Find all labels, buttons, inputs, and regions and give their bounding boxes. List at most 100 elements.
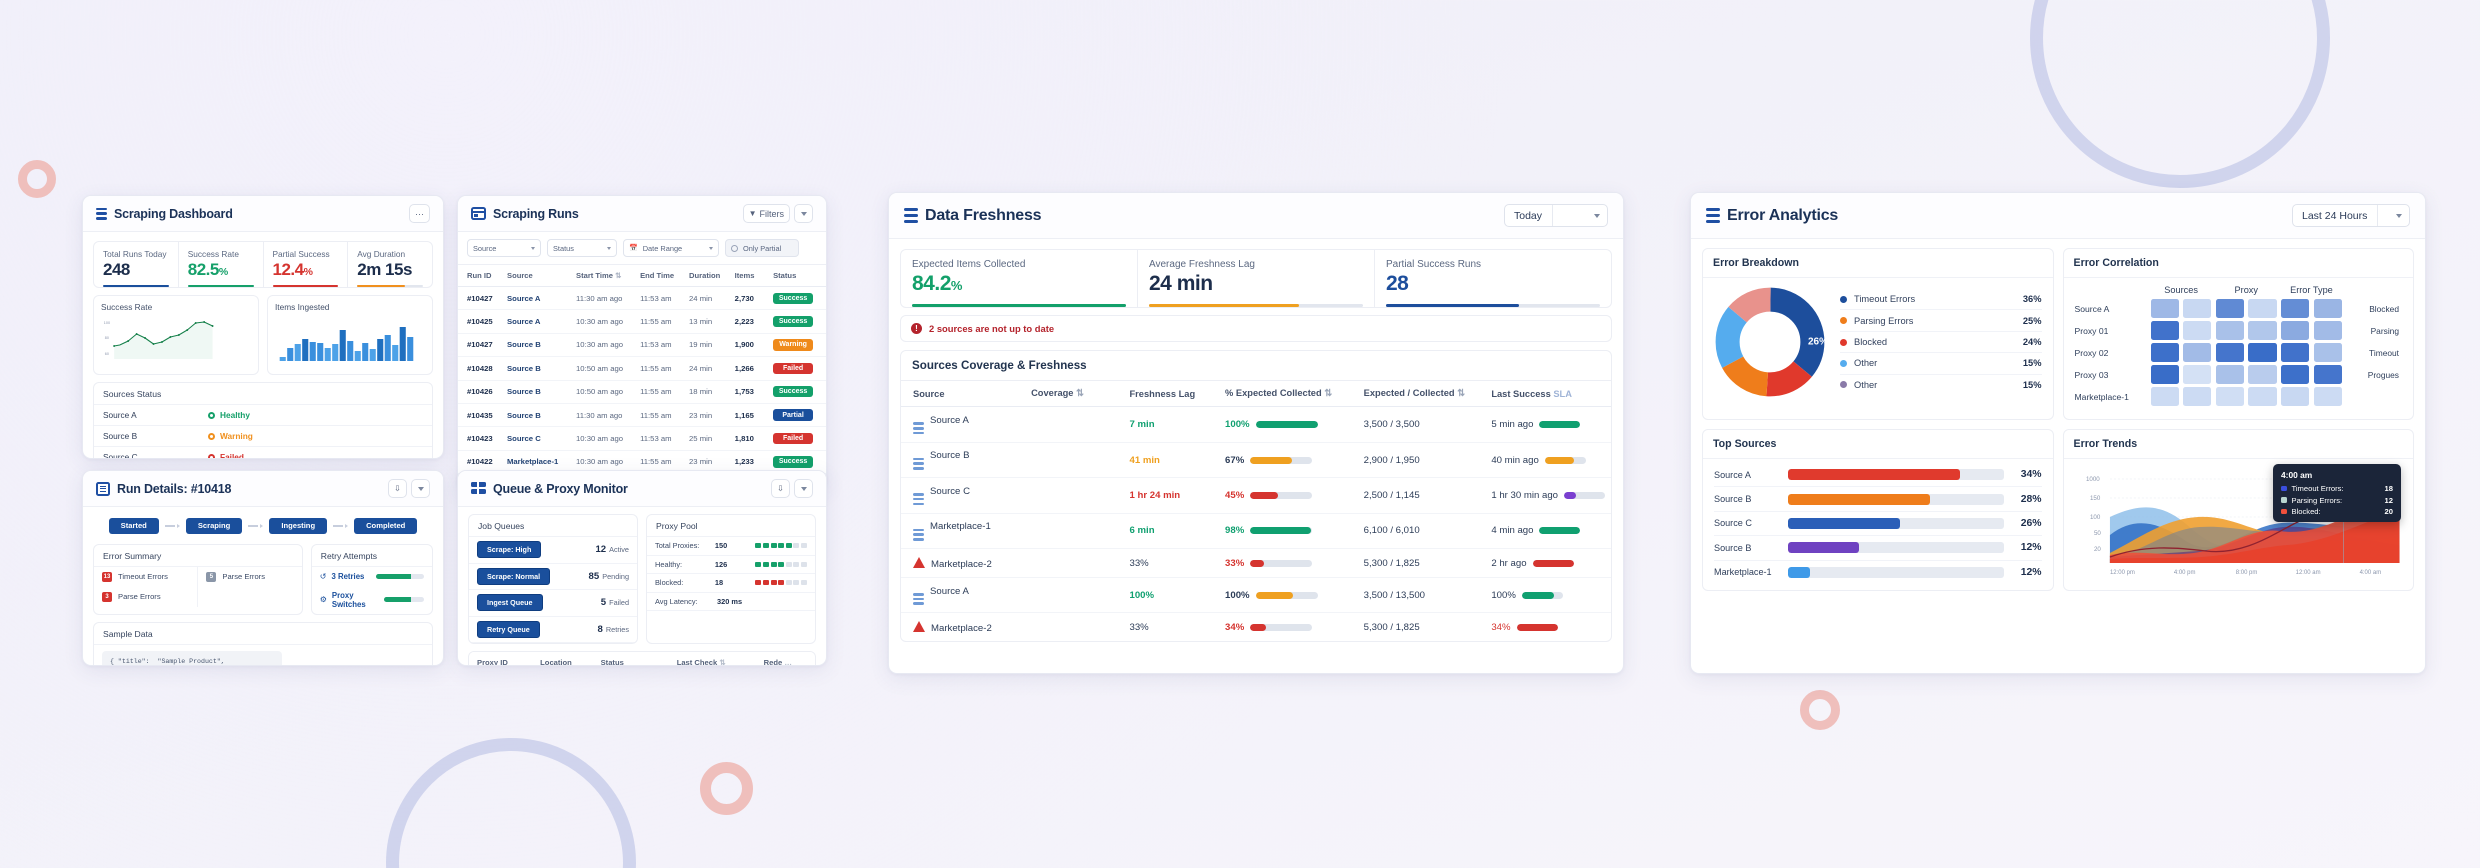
overflow-menu-button[interactable]: ···: [409, 204, 430, 223]
top-source-row[interactable]: Marketplace-1 12%: [1714, 561, 2042, 584]
heatmap-cell[interactable]: [2150, 321, 2179, 340]
heatmap-cell[interactable]: [2281, 321, 2310, 340]
download-button[interactable]: ⇩: [388, 479, 407, 498]
heatmap-cell[interactable]: [2248, 365, 2277, 384]
step-started[interactable]: Started: [108, 518, 159, 534]
col-rede[interactable]: Rede …: [759, 652, 815, 665]
legend-row[interactable]: Other 15%: [1840, 353, 2042, 375]
step-scraping[interactable]: Scraping: [185, 518, 243, 534]
heatmap-cell[interactable]: [2215, 343, 2245, 362]
heatmap-cell[interactable]: [2183, 343, 2212, 362]
col-source[interactable]: Source: [901, 380, 1026, 408]
heatmap-cell[interactable]: [2313, 299, 2342, 318]
heatmap-cell[interactable]: [2215, 321, 2245, 340]
filter-source-select[interactable]: Source: [467, 239, 541, 257]
heatmap-cell[interactable]: [2215, 387, 2245, 406]
heatmap-cell[interactable]: [2183, 299, 2212, 318]
step-ingesting[interactable]: Ingesting: [269, 518, 328, 534]
col-duration[interactable]: Duration: [685, 265, 731, 287]
export-button[interactable]: ⇩: [771, 479, 790, 498]
heatmap-cell[interactable]: [2150, 299, 2179, 318]
table-row[interactable]: #10425 Source A 10:30 am ago 11:55 am 13…: [458, 309, 826, 334]
queue-row[interactable]: Scrape: Normal 85 Pending: [469, 564, 637, 591]
runs-dropdown-button[interactable]: [794, 204, 813, 223]
table-row[interactable]: #10427 Source A 11:30 am ago 11:53 am 24…: [458, 286, 826, 311]
col-pct-expected[interactable]: % Expected Collected ⇅: [1219, 380, 1358, 408]
legend-row[interactable]: Blocked 24%: [1840, 332, 2042, 354]
heatmap-cell[interactable]: [2281, 387, 2310, 406]
legend-row[interactable]: Parsing Errors 25%: [1840, 310, 2042, 332]
heatmap-cell[interactable]: [2281, 299, 2310, 318]
table-row[interactable]: Marketplace-2 33% 33% 5,300 / 1,825 2 hr…: [901, 548, 1611, 579]
col-status[interactable]: Status: [763, 265, 826, 287]
table-row[interactable]: #10426 Source B 10:50 am ago 11:55 am 18…: [458, 380, 826, 404]
queue-row[interactable]: Scrape: High 12 Active: [469, 537, 637, 564]
heatmap-cell[interactable]: [2313, 387, 2342, 406]
heatmap-cell[interactable]: [2281, 343, 2310, 362]
col-proxy-id[interactable]: Proxy ID: [469, 652, 537, 665]
table-row[interactable]: Source A 100% 100% 3,500 / 13,500 100%: [901, 577, 1611, 614]
table-row[interactable]: #10422 Marketplace-1 10:30 am ago 11:55 …: [458, 450, 826, 475]
col-source[interactable]: Source: [503, 265, 573, 287]
table-row[interactable]: Source B 41 min 67% 2,900 / 1,950 40 min…: [901, 442, 1611, 479]
filter-date-range-select[interactable]: 📅 Date Range: [623, 239, 719, 257]
col-last-success[interactable]: Last Success SLA: [1485, 380, 1611, 408]
heatmap-cell[interactable]: [2313, 365, 2342, 384]
source-status-row[interactable]: Source A Healthy: [94, 404, 432, 425]
heatmap-cell[interactable]: [2183, 321, 2212, 340]
table-row[interactable]: #10423 Source C 10:30 am ago 11:53 am 25…: [458, 426, 826, 451]
run-details-dropdown-button[interactable]: [411, 479, 430, 498]
heatmap-cell[interactable]: [2248, 299, 2277, 318]
col-items[interactable]: Items: [730, 265, 764, 287]
col-status[interactable]: Status: [596, 652, 673, 665]
top-source-row[interactable]: Source A 34%: [1714, 463, 2042, 488]
queue-dropdown-button[interactable]: [794, 479, 813, 498]
source-status-row[interactable]: Source C Failed: [94, 446, 432, 458]
heatmap-cell[interactable]: [2248, 321, 2277, 340]
col-freshness-lag[interactable]: Freshness Lag: [1123, 380, 1220, 408]
table-row[interactable]: #10428 Source B 10:50 am ago 11:55 am 24…: [458, 356, 826, 381]
time-range-select[interactable]: Today: [1504, 204, 1608, 227]
table-row[interactable]: Source C 1 hr 24 min 45% 2,500 / 1,145 1…: [901, 477, 1611, 514]
col-end-time[interactable]: End Time: [636, 265, 686, 287]
col-last-check[interactable]: Last Check ⇅: [672, 652, 760, 665]
col-coverage[interactable]: Coverage ⇅: [1025, 380, 1124, 408]
filters-button[interactable]: ▼ Filters: [742, 204, 790, 223]
queue-name-button[interactable]: Ingest Queue: [477, 594, 543, 612]
table-row[interactable]: #10435 Source B 11:30 am ago 11:55 am 23…: [458, 403, 826, 428]
top-source-row[interactable]: Source C 26%: [1714, 512, 2042, 537]
top-source-row[interactable]: Source B 12%: [1714, 536, 2042, 561]
top-source-row[interactable]: Source B 28%: [1714, 487, 2042, 512]
queue-row[interactable]: Ingest Queue 5 Failed: [469, 590, 637, 617]
heatmap-cell[interactable]: [2183, 365, 2212, 384]
filter-status-select[interactable]: Status: [547, 239, 617, 257]
table-row[interactable]: #10427 Source B 10:30 am ago 11:53 am 19…: [458, 333, 826, 358]
heatmap-cell[interactable]: [2248, 343, 2277, 362]
heatmap-cell[interactable]: [2313, 343, 2342, 362]
col-location[interactable]: Location: [536, 652, 597, 665]
heatmap-cell[interactable]: [2183, 387, 2212, 406]
heatmap-cell[interactable]: [2215, 365, 2245, 384]
table-row[interactable]: Marketplace-1 6 min 98% 6,100 / 6,010 4 …: [901, 513, 1611, 550]
heatmap-cell[interactable]: [2248, 387, 2277, 406]
filter-only-partial-toggle[interactable]: Only Partial: [725, 239, 799, 257]
heatmap-cell[interactable]: [2215, 299, 2245, 318]
time-range-select[interactable]: Last 24 Hours: [2292, 204, 2410, 227]
queue-name-button[interactable]: Scrape: Normal: [477, 567, 551, 585]
step-completed[interactable]: Completed: [354, 518, 418, 534]
table-row[interactable]: Source A 7 min 100% 3,500 / 3,500 5 min …: [901, 406, 1611, 443]
queue-row[interactable]: Retry Queue 8 Retries: [469, 617, 637, 644]
table-row[interactable]: Marketplace-2 33% 34% 5,300 / 1,825 34%: [901, 613, 1611, 641]
queue-name-button[interactable]: Scrape: High: [477, 541, 542, 559]
heatmap-cell[interactable]: [2150, 387, 2179, 406]
queue-name-button[interactable]: Retry Queue: [477, 621, 540, 639]
heatmap-cell[interactable]: [2150, 343, 2179, 362]
heatmap-cell[interactable]: [2281, 365, 2310, 384]
col-start-time[interactable]: Start Time ⇅: [572, 265, 637, 287]
heatmap-cell[interactable]: [2150, 365, 2179, 384]
col-expected-collected[interactable]: Expected / Collected ⇅: [1357, 380, 1486, 408]
col-run-id[interactable]: Run ID: [458, 265, 503, 287]
legend-row[interactable]: Timeout Errors 36%: [1840, 289, 2042, 311]
heatmap-cell[interactable]: [2313, 321, 2342, 340]
source-status-row[interactable]: Source B Warning: [94, 425, 432, 446]
